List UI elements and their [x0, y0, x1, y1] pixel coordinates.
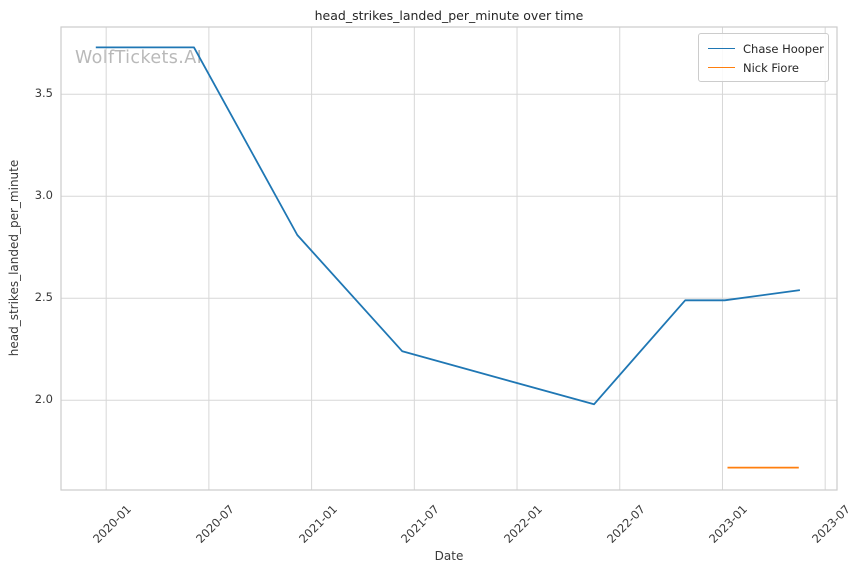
legend-label: Chase Hooper	[743, 41, 824, 56]
legend: Chase Hooper Nick Fiore	[698, 33, 829, 82]
legend-label: Nick Fiore	[743, 60, 799, 75]
legend-item: Chase Hooper	[708, 39, 824, 58]
x-axis-label: Date	[434, 549, 464, 563]
legend-item: Nick Fiore	[708, 58, 820, 77]
chart-title: head_strikes_landed_per_minute over time	[314, 8, 584, 23]
y-tick-label: 2.0	[34, 392, 53, 407]
legend-line-swatch	[708, 67, 735, 68]
y-tick-label: 3.5	[34, 86, 53, 101]
watermark: WolfTickets.AI	[75, 48, 203, 68]
plot-border	[60, 26, 838, 491]
y-tick-label: 2.5	[34, 290, 53, 305]
legend-line-swatch	[708, 48, 735, 49]
y-tick-label: 3.0	[34, 188, 53, 203]
series-line-chase-hooper	[95, 46, 801, 406]
